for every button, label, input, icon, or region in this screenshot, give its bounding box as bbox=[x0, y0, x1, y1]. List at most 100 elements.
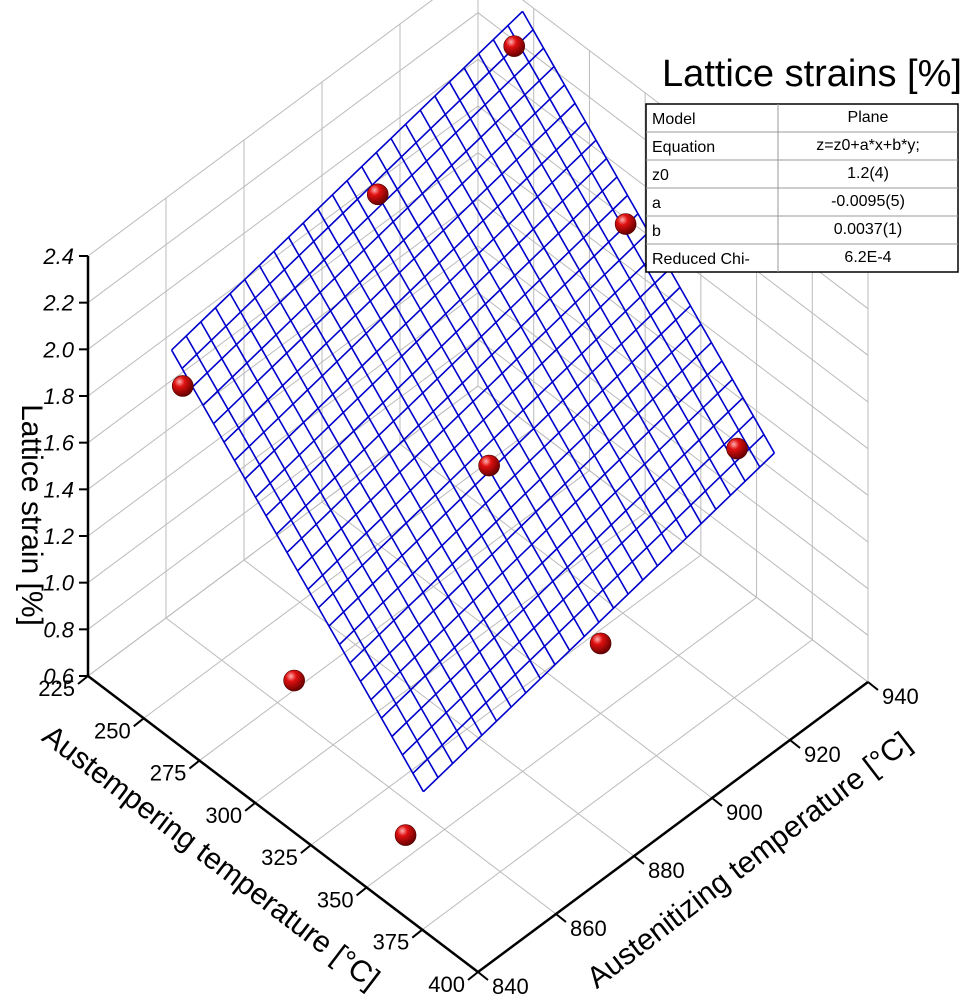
z-tick-label: 2.0 bbox=[42, 337, 74, 362]
grid-line bbox=[310, 554, 702, 846]
fit-table-value: 6.2E-4 bbox=[844, 249, 891, 266]
y-tick-label: 860 bbox=[570, 916, 607, 941]
grid-line bbox=[477, 152, 869, 450]
mesh-line bbox=[359, 342, 712, 682]
grid-line bbox=[87, 292, 479, 584]
grid-line bbox=[87, 105, 479, 397]
fit-table-value: Plane bbox=[848, 109, 889, 126]
x-tick bbox=[133, 717, 145, 728]
mesh-line bbox=[212, 84, 566, 425]
mesh-line bbox=[254, 158, 608, 498]
fit-table: Model Plane Equation z=z0+a*x+b*y; z0 1.2(4) a… bbox=[645, 103, 959, 273]
data-point bbox=[283, 669, 305, 692]
x-tick bbox=[188, 759, 201, 770]
x-tick bbox=[355, 886, 368, 897]
z-tick-label: 1.2 bbox=[43, 524, 74, 549]
x-tick-label: 300 bbox=[205, 803, 242, 828]
z-tick-label: 1.4 bbox=[43, 477, 74, 502]
y-tick bbox=[633, 855, 645, 865]
grid-line bbox=[87, 12, 479, 304]
mesh-line bbox=[233, 121, 587, 462]
grid-line bbox=[477, 385, 869, 683]
grid-line bbox=[477, 292, 869, 590]
grid-line bbox=[87, 245, 479, 537]
x-tick-label: 225 bbox=[38, 676, 75, 701]
grid-line bbox=[421, 639, 813, 931]
fit-table-value: 1.2(4) bbox=[847, 165, 889, 182]
x-tick bbox=[77, 675, 89, 685]
grid-line bbox=[87, 198, 479, 490]
mesh-line bbox=[296, 231, 650, 572]
mesh-line bbox=[401, 415, 754, 756]
grid-line bbox=[199, 470, 590, 761]
axes: 225 250 275 300 325 350 375 400 840 860 880 900 920 9… bbox=[38, 244, 918, 998]
mesh-line bbox=[338, 305, 692, 646]
z-tick-label: 2.4 bbox=[42, 244, 74, 269]
x-tick bbox=[467, 971, 479, 981]
grid-line bbox=[477, 338, 869, 636]
y-tick bbox=[477, 971, 489, 981]
y-tick-label: 900 bbox=[726, 800, 763, 825]
fit-table-key: Model bbox=[652, 111, 696, 128]
fit-table-key: a bbox=[652, 195, 661, 212]
grid-line bbox=[143, 427, 535, 719]
data-point bbox=[478, 454, 500, 477]
x-tick-label: 325 bbox=[261, 845, 298, 870]
x-tick-label: 375 bbox=[373, 930, 410, 955]
fit-table-key: b bbox=[652, 223, 661, 240]
mesh-line bbox=[307, 250, 660, 590]
mesh-line bbox=[370, 360, 723, 701]
mesh-line bbox=[265, 176, 618, 517]
z-tick-label: 1.6 bbox=[43, 431, 74, 456]
y-tick bbox=[867, 681, 879, 691]
y-tick bbox=[711, 797, 723, 807]
fit-plane-mesh bbox=[170, 10, 776, 793]
z-axis-label: Lattice strain [%] bbox=[15, 404, 48, 626]
data-point bbox=[726, 437, 748, 460]
grid-line bbox=[87, 152, 479, 444]
x-tick bbox=[244, 802, 256, 812]
mesh-line bbox=[171, 10, 524, 351]
x-tick-label: 250 bbox=[94, 718, 131, 743]
data-point bbox=[614, 213, 637, 235]
y-axis-label: Austenitizing temperature [°C] bbox=[581, 726, 918, 995]
grid-line bbox=[165, 617, 557, 915]
grid-line bbox=[321, 501, 713, 799]
fit-table-key: z0 bbox=[652, 167, 669, 184]
mesh-line bbox=[422, 452, 775, 793]
z-tick-label: 2.2 bbox=[42, 291, 74, 316]
grid-line bbox=[254, 512, 646, 804]
x-tick bbox=[411, 928, 423, 939]
data-point bbox=[366, 183, 389, 206]
grid-line bbox=[366, 597, 757, 888]
data-point bbox=[394, 824, 417, 846]
grid-line bbox=[87, 58, 479, 350]
z-tick-label: 0.6 bbox=[43, 664, 74, 689]
x-tick-label: 400 bbox=[428, 972, 465, 997]
mesh-line bbox=[317, 268, 671, 609]
data-points bbox=[171, 35, 748, 846]
mesh-line bbox=[202, 66, 555, 406]
mesh-line bbox=[286, 213, 639, 554]
fit-table-value: 0.0037(1) bbox=[834, 221, 903, 238]
data-point bbox=[503, 35, 526, 57]
z-tick-label: 1.8 bbox=[43, 384, 74, 409]
grid-line bbox=[399, 443, 791, 741]
fit-table-value: z=z0+a*x+b*y; bbox=[816, 137, 920, 154]
mesh-line bbox=[380, 378, 733, 719]
x-tick bbox=[300, 844, 312, 854]
y-tick-label: 940 bbox=[882, 684, 919, 709]
data-point bbox=[589, 632, 612, 655]
mesh-line bbox=[181, 29, 534, 370]
mesh-line bbox=[328, 286, 681, 627]
y-axis-line bbox=[477, 680, 869, 974]
mesh-line bbox=[223, 102, 576, 443]
mesh-line bbox=[391, 397, 744, 738]
background-grid bbox=[87, 0, 869, 973]
z-tick-label: 1.0 bbox=[43, 571, 74, 596]
x-axis-line bbox=[87, 675, 479, 973]
x-tick-label: 350 bbox=[317, 887, 354, 912]
chart-title: Lattice strains [%] bbox=[662, 53, 962, 95]
data-point bbox=[171, 375, 194, 397]
